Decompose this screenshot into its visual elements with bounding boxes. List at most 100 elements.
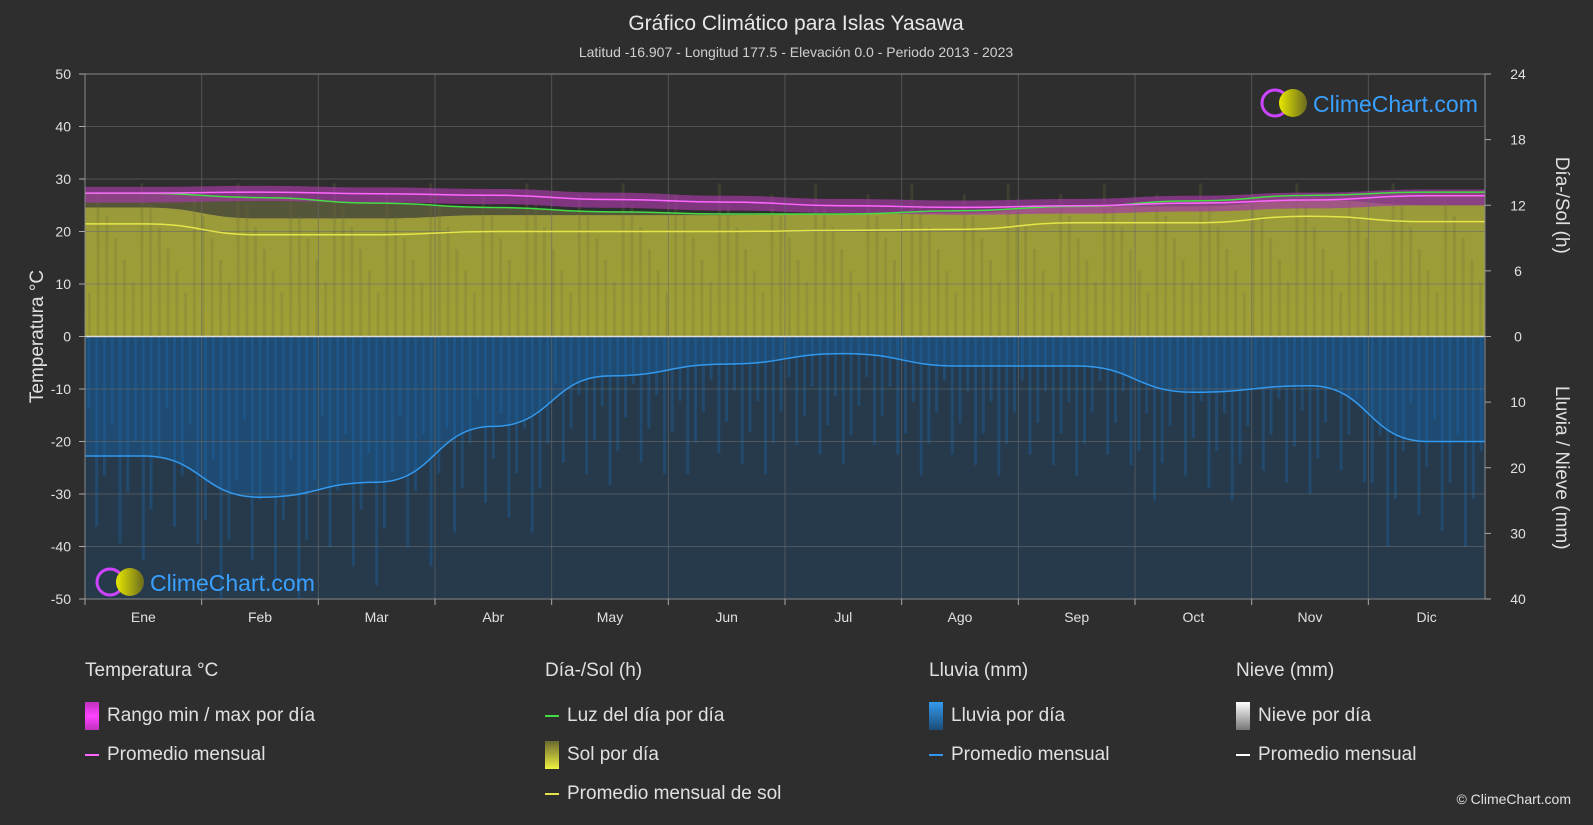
sun-day-bar — [744, 249, 748, 337]
rain-day-bar — [950, 336, 954, 455]
sun-day-bar — [796, 259, 800, 337]
sun-day-bar — [534, 205, 538, 337]
rain-day-bar — [616, 336, 620, 452]
logo-text: ClimeChart.com — [1313, 91, 1478, 117]
sun-day-bar — [472, 292, 476, 337]
sun-day-bar — [1146, 292, 1150, 337]
rain-day-bar — [219, 336, 223, 599]
rain-avg-line — [85, 352, 1485, 499]
sun-day-bar — [507, 259, 511, 337]
sun-day-bar — [1225, 249, 1229, 337]
sun-day-bar — [997, 281, 1001, 337]
rain-day-bar — [725, 336, 729, 422]
rain-day-bar — [522, 336, 526, 429]
rain-day-bar — [1129, 336, 1133, 466]
sun-day-bar — [236, 183, 240, 337]
rain-day-bar — [1098, 336, 1102, 381]
rain-day-bar — [1347, 336, 1351, 435]
rain-day-bar — [1246, 336, 1250, 426]
sun-day-bar — [805, 281, 809, 337]
y-left-tick-label: -10 — [51, 381, 71, 397]
daylight-swatch — [545, 714, 559, 717]
sun-day-bar — [717, 183, 721, 337]
sun-day-bar — [1199, 183, 1203, 337]
sun-day-bar — [455, 249, 459, 337]
sun-day-bar — [1067, 216, 1071, 337]
rain-day-bar — [344, 336, 348, 435]
y-right-bottom-axis-title: Lluvia / Nieve (mm) — [1551, 386, 1572, 550]
rain-day-bar — [1121, 336, 1125, 392]
sun-day-bar — [726, 205, 730, 337]
temp-avg-line — [85, 191, 1485, 209]
sun-day-bar — [140, 183, 144, 337]
rain-day-bar — [320, 336, 324, 416]
sun-day-bar — [1032, 249, 1036, 337]
sun-day-bar — [1024, 227, 1028, 337]
sun-day-bar — [1085, 259, 1089, 337]
snow-avg-swatch — [1236, 753, 1250, 756]
rain-day-bar — [919, 336, 923, 476]
rain-day-bar — [258, 336, 262, 500]
sun-day-bar — [1391, 183, 1395, 337]
rain-day-bar — [437, 336, 441, 474]
sun-day-bar — [385, 194, 389, 337]
rain-day-bar — [204, 336, 208, 520]
sun-day-bar — [691, 238, 695, 337]
legend-temperature: Temperatura °C Rango min / max por día P… — [85, 660, 315, 774]
y-left-tick-label: 30 — [55, 171, 71, 187]
x-tick-label: Ene — [131, 609, 156, 625]
rain-day-bar — [1471, 336, 1475, 500]
y-left-tick-label: -50 — [51, 591, 71, 607]
logo-top: ClimeChart.com — [1260, 88, 1478, 118]
rain-day-bar — [266, 336, 270, 441]
sun-day-bar — [1234, 270, 1238, 337]
rain-day-bar — [445, 336, 449, 429]
x-tick-label: Nov — [1298, 609, 1323, 625]
rain-day-bar — [1339, 336, 1343, 471]
rain-day-bar — [818, 336, 822, 455]
sun-day-bar — [499, 238, 503, 337]
sun-day-bar — [1295, 183, 1299, 337]
sun-day-bar — [892, 259, 896, 337]
sun-day-bar — [1356, 216, 1360, 337]
rain-day-bar — [250, 336, 254, 560]
rain-day-bar — [1020, 336, 1024, 381]
rain-day-bar — [662, 336, 666, 474]
sun-day-bar — [1155, 194, 1159, 337]
sun-day-bar — [367, 270, 371, 337]
sunshine-swatch — [545, 740, 559, 769]
sun-day-bar — [324, 281, 328, 337]
copyright: © ClimeChart.com — [1456, 791, 1571, 807]
legend-header: Lluvia (mm) — [929, 660, 1029, 681]
sun-day-bar — [884, 238, 888, 337]
rain-day-bar — [484, 336, 488, 503]
rain-day-bar — [141, 336, 145, 561]
legend-header: Nieve (mm) — [1236, 660, 1335, 681]
legend-snow: Nieve (mm) Nieve por día Promedio mensua… — [1236, 660, 1416, 774]
rain-day-bar — [1012, 336, 1016, 413]
rain-day-bar — [717, 336, 721, 454]
rain-day-bar — [351, 336, 355, 567]
sun-day-bar — [569, 292, 573, 337]
sun-day-bar — [490, 216, 494, 337]
x-tick-label: Feb — [248, 609, 272, 625]
sun-day-bar — [210, 238, 214, 337]
rain-day-bar — [1292, 336, 1296, 447]
rain-day-bar — [1269, 336, 1273, 435]
y-left-tick-label: 20 — [55, 224, 71, 240]
sun-day-bar — [481, 194, 485, 337]
sun-day-bar — [1260, 216, 1264, 337]
sun-day-bar — [219, 259, 223, 337]
legend-sun: Día-/Sol (h) Luz del día por día Sol por… — [545, 660, 781, 813]
rain-day-bar — [538, 336, 542, 489]
sun-day-bar — [1470, 259, 1474, 337]
x-tick-label: Mar — [365, 609, 389, 625]
legend-label: Sol por día — [567, 743, 659, 765]
sun-day-bar — [376, 292, 380, 337]
rain-day-bar — [966, 336, 970, 392]
rain-day-bar — [974, 336, 978, 466]
rain-day-bar — [382, 336, 386, 529]
y-left-tick-label: 40 — [55, 119, 71, 135]
y-left-tick-label: -20 — [51, 434, 71, 450]
legend-label: Promedio mensual — [951, 743, 1110, 765]
